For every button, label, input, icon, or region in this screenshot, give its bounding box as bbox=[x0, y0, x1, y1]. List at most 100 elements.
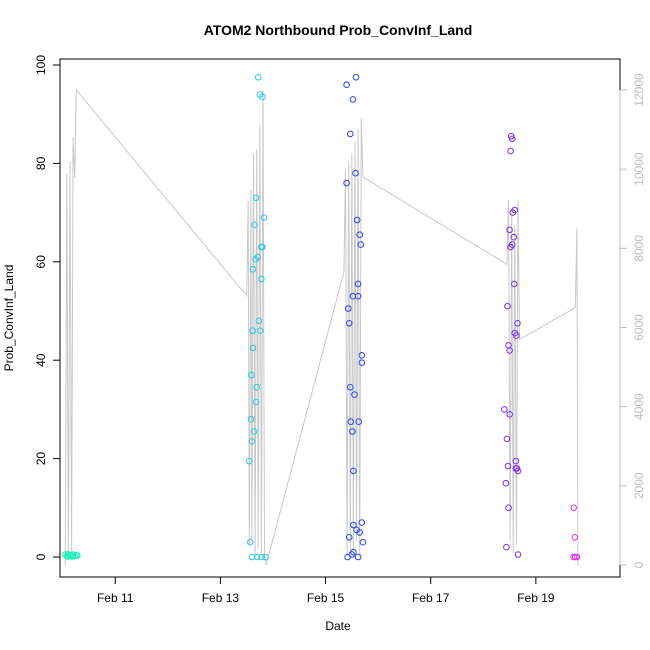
right-y-tick-label: 12000 bbox=[632, 73, 646, 107]
data-point-flight-4 bbox=[502, 479, 510, 487]
data-point-flight-3 bbox=[347, 384, 354, 391]
altitude-line-layer bbox=[64, 88, 579, 566]
data-point-flight-1 bbox=[74, 552, 81, 559]
data-point-flight-4 bbox=[512, 457, 520, 465]
data-point-flight-5 bbox=[571, 534, 579, 541]
data-point-flight-4 bbox=[503, 543, 510, 551]
data-point-flight-4 bbox=[514, 551, 522, 558]
data-point-flight-3 bbox=[349, 96, 357, 103]
data-point-flight-3 bbox=[345, 534, 353, 541]
data-point-flight-2 bbox=[249, 265, 257, 273]
chart-title: ATOM2 Northbound Prob_ConvInf_Land bbox=[204, 22, 473, 38]
data-point-flight-2 bbox=[252, 398, 260, 406]
y-axis: 0 20 40 60 80 100 bbox=[34, 55, 61, 560]
data-point-flight-4 bbox=[501, 406, 508, 413]
y-tick-label: 20 bbox=[34, 452, 48, 466]
data-point-flight-3 bbox=[355, 418, 363, 426]
data-point-flight-2 bbox=[258, 275, 265, 283]
data-point-flight-4 bbox=[507, 243, 514, 251]
right-y-tick-label: 0 bbox=[632, 561, 646, 568]
data-point-flight-3 bbox=[344, 305, 352, 312]
right-y-tick-label: 10000 bbox=[632, 152, 646, 186]
data-point-flight-5 bbox=[570, 504, 578, 512]
data-points-layer bbox=[62, 74, 581, 561]
data-point-flight-2 bbox=[258, 553, 265, 561]
data-point-flight-3 bbox=[347, 418, 355, 426]
data-point-flight-3 bbox=[344, 553, 351, 561]
data-point-flight-2 bbox=[255, 317, 263, 325]
data-point-flight-3 bbox=[354, 280, 362, 288]
data-point-flight-2 bbox=[253, 384, 261, 391]
data-point-flight-4 bbox=[506, 226, 513, 234]
x-axis-label: Date bbox=[325, 619, 351, 633]
data-point-flight-2 bbox=[254, 74, 262, 81]
data-point-flight-3 bbox=[356, 529, 364, 536]
x-tick-label: Feb 17 bbox=[412, 591, 450, 605]
data-point-flight-2 bbox=[259, 243, 266, 251]
data-point-flight-4 bbox=[505, 504, 512, 512]
y-tick-label: 60 bbox=[34, 255, 48, 269]
data-point-flight-2 bbox=[257, 327, 264, 335]
data-point-flight-2 bbox=[248, 371, 255, 379]
data-point-flight-4 bbox=[504, 462, 512, 470]
data-point-flight-4 bbox=[506, 411, 513, 418]
x-tick-label: Feb 19 bbox=[517, 591, 555, 605]
right-y-tick-label: 8000 bbox=[632, 235, 646, 262]
data-point-flight-3 bbox=[353, 216, 361, 224]
data-point-flight-2 bbox=[253, 553, 261, 561]
data-point-flight-3 bbox=[358, 352, 366, 359]
data-point-flight-2 bbox=[248, 553, 256, 561]
x-axis: Feb 11 Feb 13 Feb 15 Feb 17 Feb 19 bbox=[97, 576, 555, 605]
data-point-flight-4 bbox=[504, 302, 511, 310]
data-point-flight-3 bbox=[358, 519, 366, 526]
data-point-flight-4 bbox=[513, 332, 520, 339]
data-point-flight-4 bbox=[508, 135, 516, 143]
x-tick-label: Feb 11 bbox=[97, 591, 134, 605]
data-point-flight-1 bbox=[69, 552, 77, 560]
data-point-flight-3 bbox=[349, 428, 356, 435]
data-point-flight-2 bbox=[260, 214, 268, 221]
y-tick-label: 100 bbox=[34, 55, 48, 75]
x-tick-label: Feb 13 bbox=[202, 591, 240, 605]
data-point-flight-5 bbox=[573, 553, 581, 561]
data-point-flight-2 bbox=[252, 256, 259, 263]
data-point-flight-2 bbox=[246, 457, 253, 465]
x-tick-label: Feb 15 bbox=[307, 591, 345, 605]
y-tick-label: 40 bbox=[34, 353, 48, 367]
y-tick-label: 80 bbox=[34, 156, 48, 170]
data-point-flight-4 bbox=[509, 209, 517, 216]
data-point-flight-3 bbox=[357, 241, 365, 248]
data-point-flight-4 bbox=[511, 280, 518, 288]
right-y-tick-label: 2000 bbox=[632, 472, 646, 499]
data-point-flight-2 bbox=[259, 93, 266, 101]
data-point-flight-3 bbox=[347, 130, 354, 138]
data-point-flight-4 bbox=[507, 147, 514, 155]
data-point-flight-3 bbox=[352, 169, 359, 177]
data-point-flight-3 bbox=[350, 467, 357, 475]
data-point-flight-3 bbox=[354, 553, 362, 561]
y-axis-label: Prob_ConvInf_Land bbox=[2, 265, 16, 372]
data-point-flight-2 bbox=[247, 415, 255, 423]
data-point-flight-3 bbox=[345, 320, 353, 327]
data-point-flight-3 bbox=[359, 538, 367, 546]
data-point-flight-3 bbox=[343, 81, 350, 88]
data-point-flight-4 bbox=[514, 320, 521, 327]
right-y-axis: 0 2000 4000 6000 8000 10000 12000 bbox=[619, 73, 646, 568]
data-point-flight-2 bbox=[250, 428, 258, 435]
data-point-flight-3 bbox=[352, 74, 360, 81]
data-point-flight-2 bbox=[248, 438, 256, 445]
data-point-flight-4 bbox=[503, 435, 511, 443]
data-point-flight-4 bbox=[514, 467, 522, 475]
data-point-flight-3 bbox=[358, 359, 366, 367]
data-point-flight-4 bbox=[506, 347, 513, 354]
right-y-tick-label: 4000 bbox=[632, 393, 646, 420]
data-point-flight-2 bbox=[251, 221, 258, 229]
plot-frame bbox=[59, 58, 621, 578]
data-point-flight-3 bbox=[343, 179, 350, 187]
data-point-flight-2 bbox=[249, 344, 257, 352]
data-point-flight-2 bbox=[252, 194, 260, 202]
data-point-flight-3 bbox=[354, 292, 362, 300]
data-point-flight-3 bbox=[350, 521, 357, 529]
data-point-flight-4 bbox=[510, 233, 518, 241]
